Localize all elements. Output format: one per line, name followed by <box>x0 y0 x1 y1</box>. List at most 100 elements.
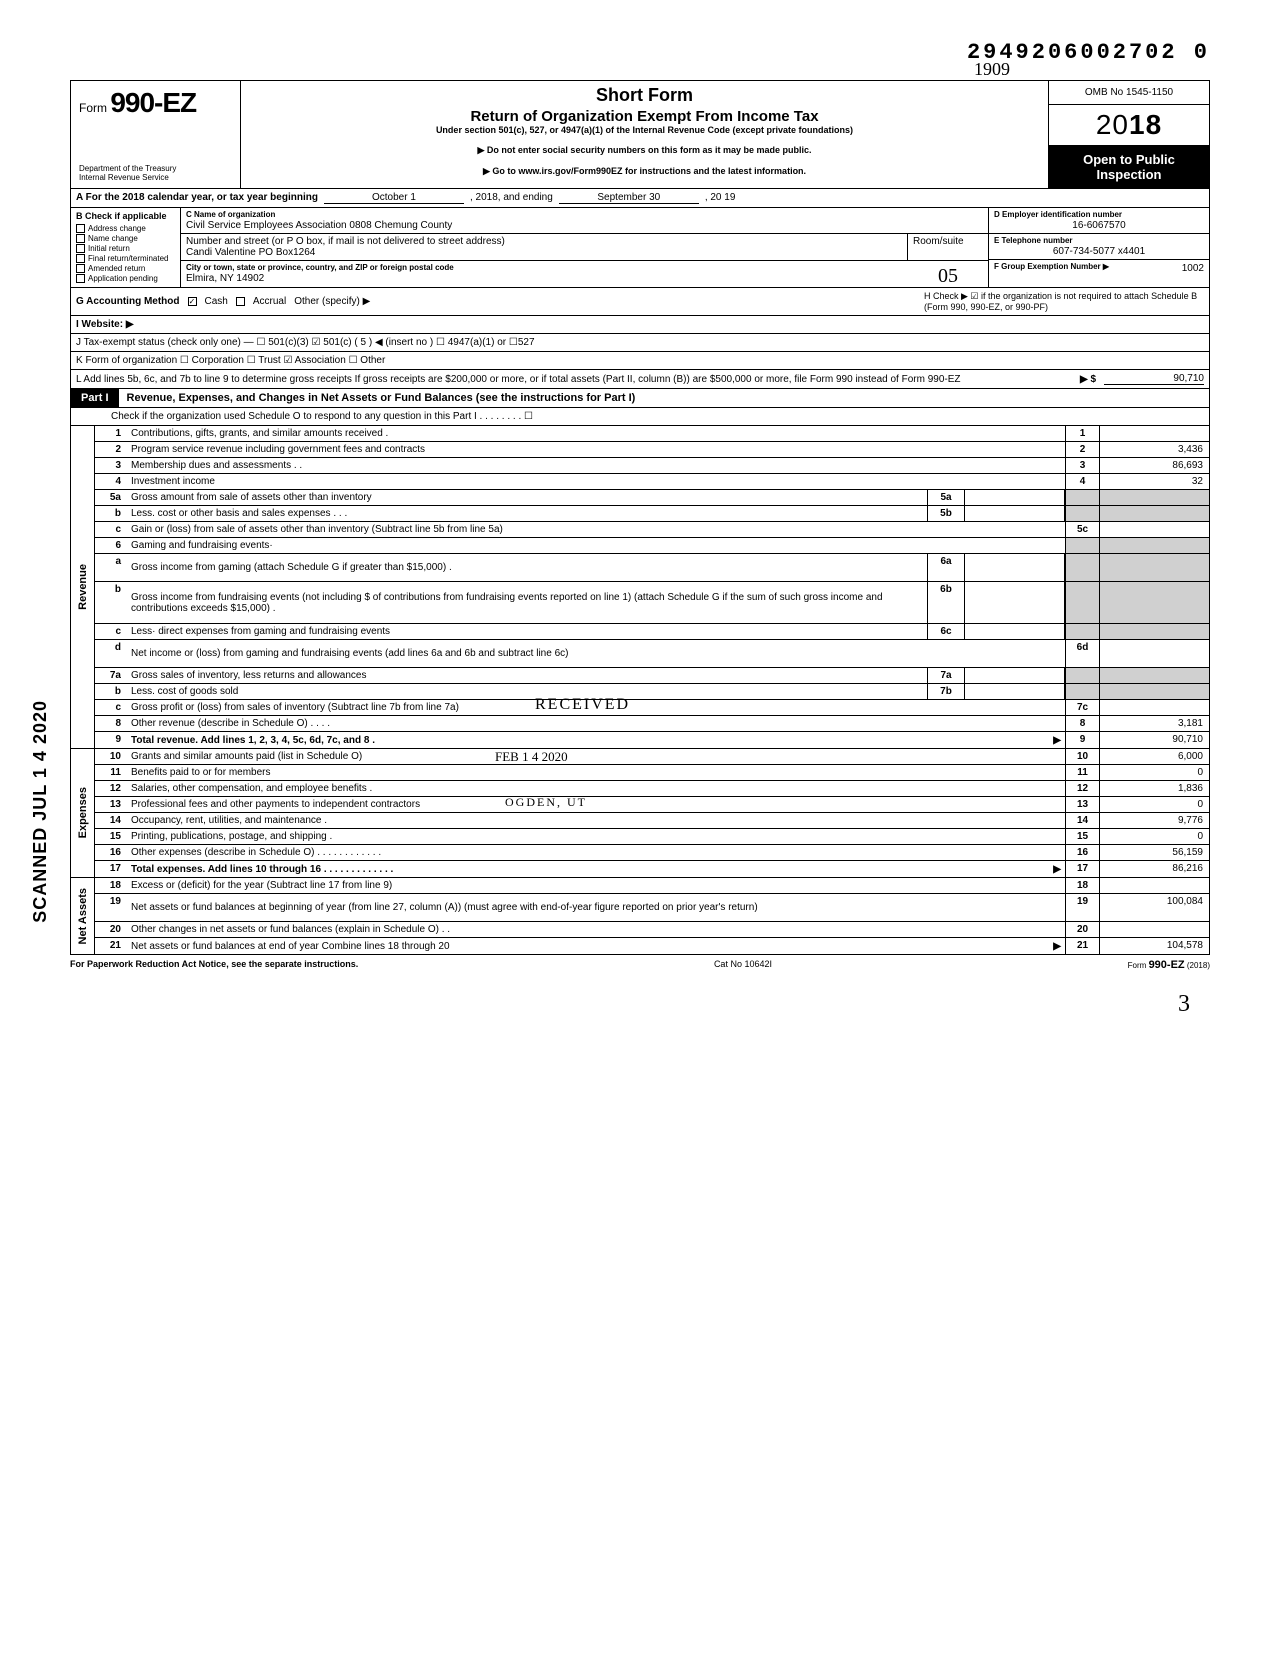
tax-year-begin: October 1 <box>324 192 464 204</box>
rv20 <box>1099 922 1209 937</box>
footer-right: Form 990-EZ (2018) <box>1128 959 1210 971</box>
l-arrow: ▶ $ <box>1080 374 1096 385</box>
rv8: 3,181 <box>1099 716 1209 731</box>
n20: 20 <box>95 922 127 937</box>
rn9: 9 <box>1065 732 1099 748</box>
chk-pending[interactable] <box>76 274 85 283</box>
rv1 <box>1099 426 1209 441</box>
d8: Other revenue (describe in Schedule O) .… <box>127 716 1065 731</box>
d6c: Less· direct expenses from gaming and fu… <box>127 624 927 639</box>
lbl-pending: Application pending <box>88 274 158 283</box>
rv5c <box>1099 522 1209 537</box>
d7b: Less. cost of goods sold <box>127 684 927 699</box>
org-name: Civil Service Employees Association 0808… <box>186 220 983 231</box>
mn5b: 5b <box>927 506 965 521</box>
page-corner-mark: 3 <box>70 991 1190 1018</box>
lbl-other-method: Other (specify) ▶ <box>294 296 370 307</box>
rn2: 2 <box>1065 442 1099 457</box>
chk-accrual[interactable] <box>236 297 245 306</box>
d12: Salaries, other compensation, and employ… <box>127 781 1065 796</box>
chk-initial[interactable] <box>76 244 85 253</box>
n10: 10 <box>95 749 127 764</box>
rn19: 19 <box>1065 894 1099 921</box>
rv18 <box>1099 878 1209 893</box>
rn17: 17 <box>1065 861 1099 877</box>
chk-name-change[interactable] <box>76 234 85 243</box>
d19: Net assets or fund balances at beginning… <box>127 894 1065 921</box>
rv21: 104,578 <box>1099 938 1209 954</box>
org-addr: Candi Valentine PO Box1264 <box>186 247 902 258</box>
d11: Benefits paid to or for members <box>127 765 1065 780</box>
lbl-address-change: Address change <box>88 224 146 233</box>
ein-value: 16-6067570 <box>994 220 1204 231</box>
n12: 12 <box>95 781 127 796</box>
d4: Investment income <box>127 474 1065 489</box>
n7b: b <box>95 684 127 699</box>
phone-label: E Telephone number <box>994 236 1204 245</box>
chk-address-change[interactable] <box>76 224 85 233</box>
n7c: c <box>95 700 127 715</box>
d5c: Gain or (loss) from sale of assets other… <box>127 522 1065 537</box>
return-title: Return of Organization Exempt From Incom… <box>249 108 1040 125</box>
rv11: 0 <box>1099 765 1209 780</box>
chk-cash[interactable] <box>188 297 197 306</box>
part1-header: Part I Revenue, Expenses, and Changes in… <box>70 389 1210 408</box>
l-text: L Add lines 5b, 6c, and 7b to line 9 to … <box>76 374 1072 385</box>
org-info-section: B Check if applicable Address change Nam… <box>70 208 1210 288</box>
n6: 6 <box>95 538 127 553</box>
ein-label: D Employer identification number <box>994 210 1204 219</box>
d6: Gaming and fundraising events· <box>127 538 1065 553</box>
mn6a: 6a <box>927 554 965 581</box>
line-a-label: A For the 2018 calendar year, or tax yea… <box>76 192 318 204</box>
rn11: 11 <box>1065 765 1099 780</box>
chk-amended[interactable] <box>76 264 85 273</box>
d3: Membership dues and assessments . . <box>127 458 1065 473</box>
rv3: 86,693 <box>1099 458 1209 473</box>
addr-label: Number and street (or P O box, if mail i… <box>186 236 902 247</box>
footer-mid: Cat No 10642I <box>714 959 772 971</box>
d10: Grants and similar amounts paid (list in… <box>127 749 1065 764</box>
rn1: 1 <box>1065 426 1099 441</box>
rv17: 86,216 <box>1099 861 1209 877</box>
rn13: 13 <box>1065 797 1099 812</box>
n5b: b <box>95 506 127 521</box>
group-exempt-label: F Group Exemption Number ▶ <box>994 262 1109 274</box>
rn12: 12 <box>1065 781 1099 796</box>
rn18: 18 <box>1065 878 1099 893</box>
rv12: 1,836 <box>1099 781 1209 796</box>
line-a-endyr: , 20 19 <box>705 192 736 204</box>
rn4: 4 <box>1065 474 1099 489</box>
received-stamp: RECEIVED <box>535 696 630 714</box>
d9: Total revenue. Add lines 1, 2, 3, 4, 5c,… <box>127 732 1065 748</box>
d15: Printing, publications, postage, and shi… <box>127 829 1065 844</box>
line-a: A For the 2018 calendar year, or tax yea… <box>70 189 1210 208</box>
handwrite-05: 05 <box>938 265 958 288</box>
expenses-tab: Expenses <box>70 749 94 878</box>
n3: 3 <box>95 458 127 473</box>
footer-left: For Paperwork Reduction Act Notice, see … <box>70 959 358 971</box>
rn16: 16 <box>1065 845 1099 860</box>
room-label: Room/suite <box>913 236 983 247</box>
rv7c <box>1099 700 1209 715</box>
col-b-header: B Check if applicable <box>76 211 175 221</box>
n7a: 7a <box>95 668 127 683</box>
handwritten-year: 1909 <box>70 59 1010 80</box>
n18: 18 <box>95 878 127 893</box>
mn7a: 7a <box>927 668 965 683</box>
n15: 15 <box>95 829 127 844</box>
rn15: 15 <box>1065 829 1099 844</box>
d14: Occupancy, rent, utilities, and maintena… <box>127 813 1065 828</box>
ogden-stamp: OGDEN, UT <box>505 795 587 810</box>
i-label: I Website: ▶ <box>76 319 134 330</box>
row-j-tax-status: J Tax-exempt status (check only one) — ☐… <box>70 334 1210 352</box>
n6a: a <box>95 554 127 581</box>
rn21: 21 <box>1065 938 1099 954</box>
scanned-stamp: SCANNED JUL 1 4 2020 <box>30 700 51 923</box>
d6a: Gross income from gaming (attach Schedul… <box>127 554 927 581</box>
j-text: J Tax-exempt status (check only one) — ☐… <box>76 337 535 348</box>
chk-final[interactable] <box>76 254 85 263</box>
rv10: 6,000 <box>1099 749 1209 764</box>
netassets-section: Net Assets 18Excess or (deficit) for the… <box>70 878 1210 955</box>
n6c: c <box>95 624 127 639</box>
year-bold: 18 <box>1129 109 1162 140</box>
